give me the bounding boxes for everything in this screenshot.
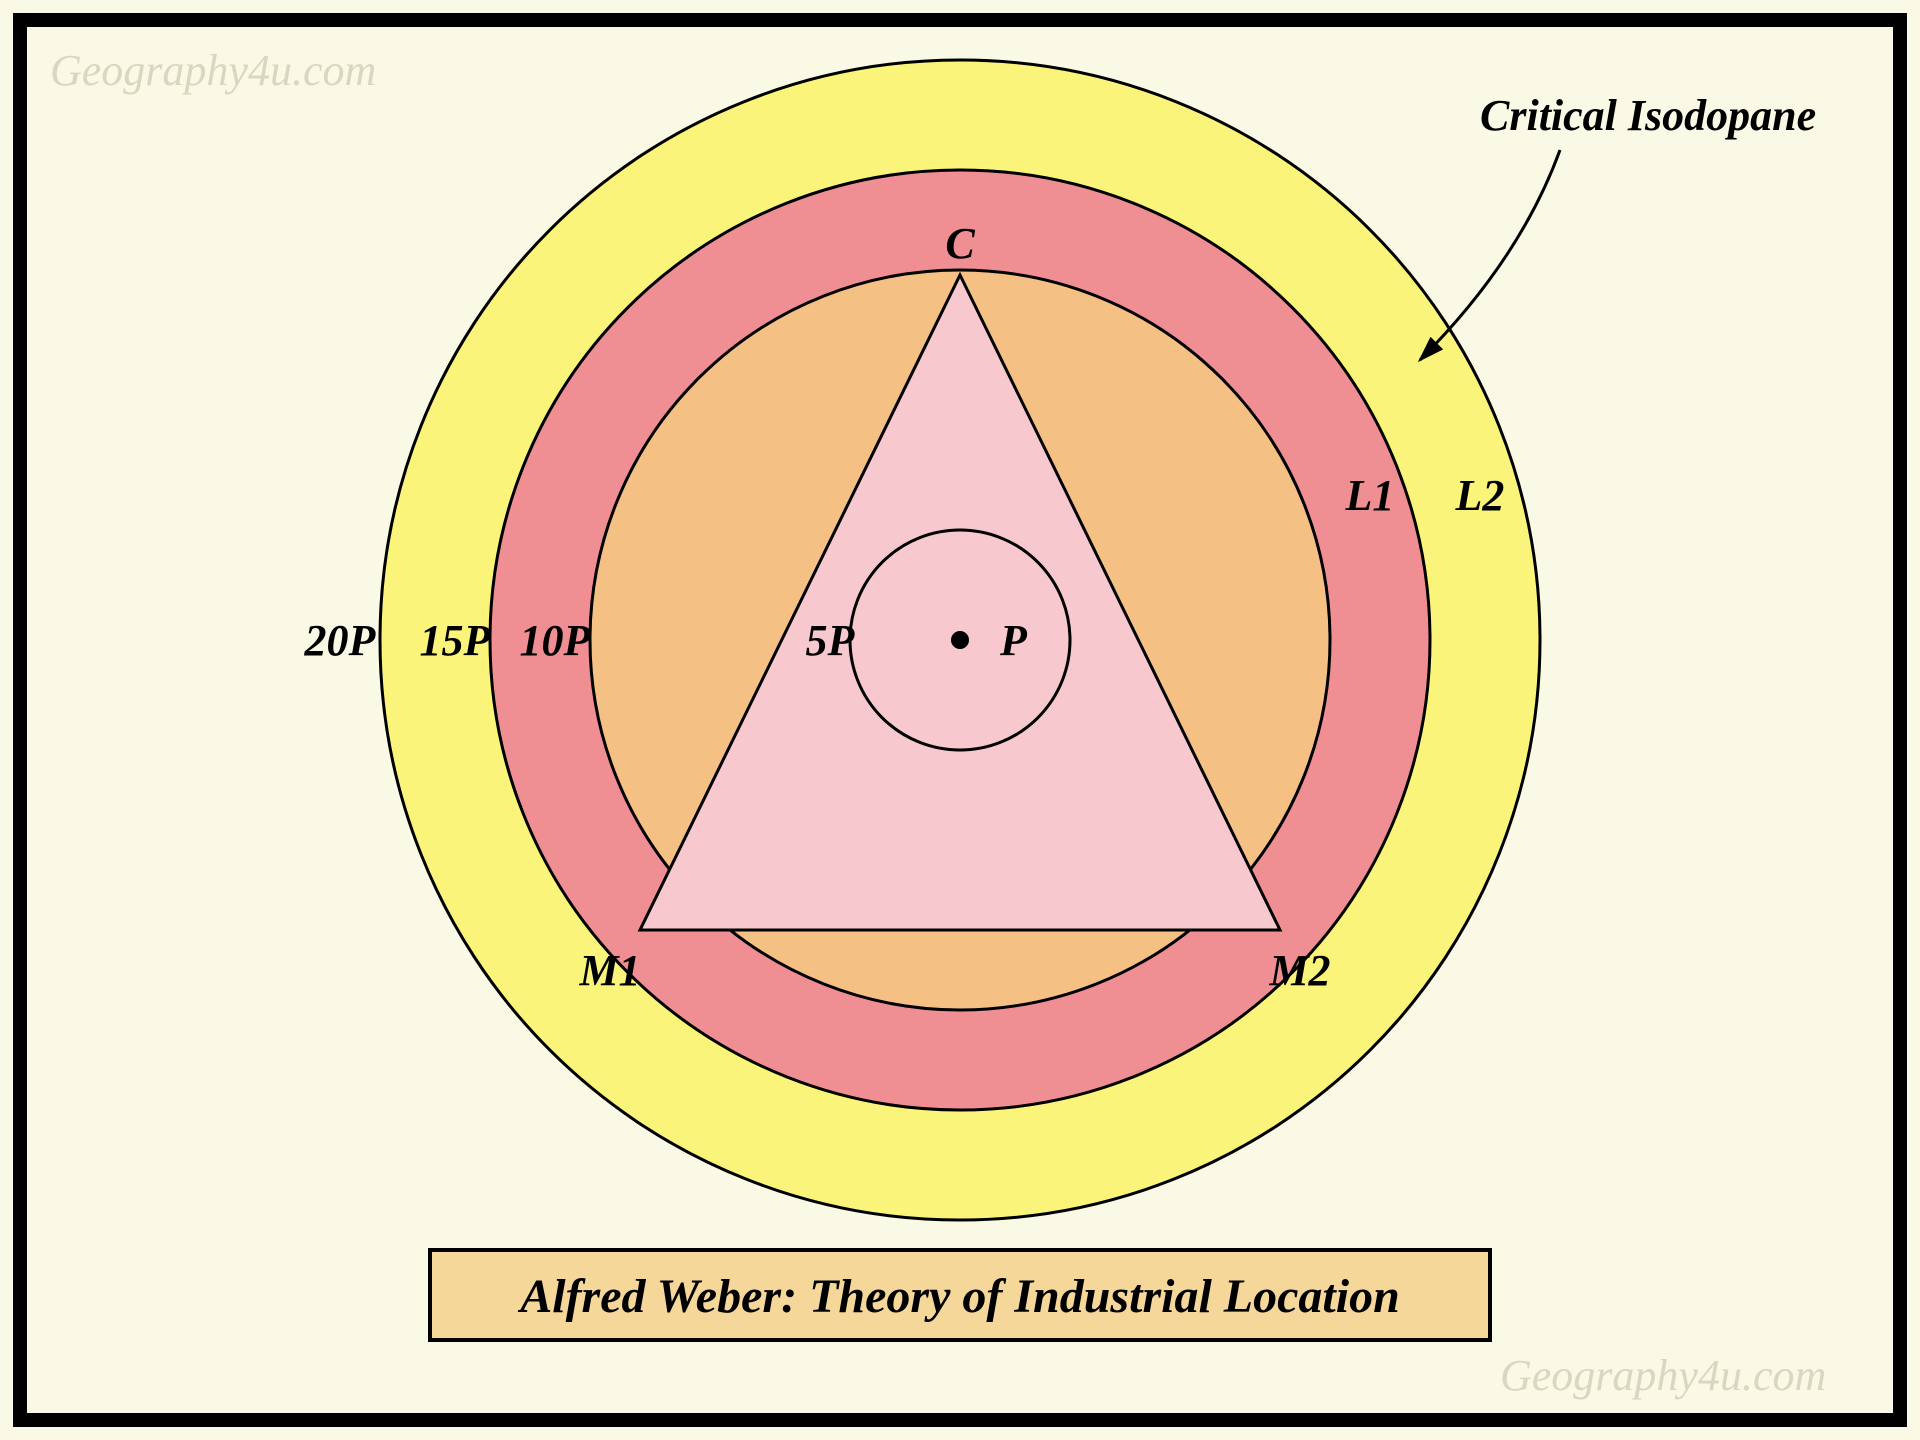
watermark-0: Geography4u.com — [50, 46, 376, 95]
label-15p: 15P — [420, 616, 492, 665]
label-20p: 20P — [304, 616, 377, 665]
center-point-p — [951, 631, 969, 649]
diagram-stage: Geography4u.com Geography4u.com C M1 M2 P 5P 10… — [0, 0, 1920, 1440]
label-critical-isodopane: Critical Isodopane — [1480, 91, 1816, 140]
watermark-1: Geography4u.com — [1500, 1351, 1826, 1400]
label-l2: L2 — [1455, 471, 1505, 520]
label-l1: L1 — [1345, 471, 1395, 520]
label-p: P — [999, 616, 1028, 665]
label-m1: M1 — [578, 946, 640, 995]
diagram-svg: Geography4u.com Geography4u.com C M1 M2 P 5P 10… — [0, 0, 1920, 1440]
label-m2: M2 — [1268, 946, 1330, 995]
label-10p: 10P — [520, 616, 592, 665]
label-5p: 5P — [806, 616, 856, 665]
title-text: Alfred Weber: Theory of Industrial Locat… — [517, 1270, 1400, 1323]
label-c: C — [945, 219, 975, 268]
